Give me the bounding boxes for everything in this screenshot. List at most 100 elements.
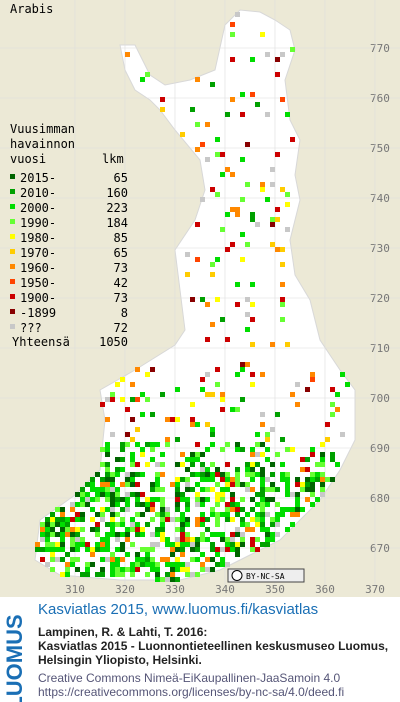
- occurrence-square: [310, 372, 315, 377]
- occurrence-square: [120, 517, 125, 522]
- occurrence-square: [240, 397, 245, 402]
- occurrence-square: [100, 567, 105, 572]
- occurrence-square: [155, 567, 160, 572]
- occurrence-square: [125, 477, 130, 482]
- occurrence-square: [180, 552, 185, 557]
- occurrence-square: [240, 522, 245, 527]
- occurrence-square: [110, 552, 115, 557]
- headline: Kasviatlas 2015, www.luomus.fi/kasviatla…: [38, 601, 318, 618]
- occurrence-square: [125, 482, 130, 487]
- legend-count: 184: [106, 216, 128, 230]
- occurrence-square: [70, 517, 75, 522]
- occurrence-square: [175, 562, 180, 567]
- occurrence-square: [50, 522, 55, 527]
- occurrence-square: [240, 197, 245, 202]
- occurrence-square: [255, 452, 260, 457]
- citation: Kasviatlas 2015 - Luonnontieteellinen ke…: [38, 639, 388, 653]
- occurrence-square: [320, 492, 325, 497]
- occurrence-square: [135, 527, 140, 532]
- legend-swatch: [10, 189, 15, 194]
- occurrence-square: [330, 452, 335, 457]
- occurrence-square: [280, 317, 285, 322]
- occurrence-square: [220, 397, 225, 402]
- occurrence-square: [205, 467, 210, 472]
- occurrence-square: [230, 32, 235, 37]
- occurrence-square: [130, 482, 135, 487]
- occurrence-square: [155, 482, 160, 487]
- occurrence-square: [55, 517, 60, 522]
- occurrence-square: [105, 442, 110, 447]
- occurrence-square: [185, 467, 190, 472]
- occurrence-square: [80, 572, 85, 577]
- occurrence-square: [220, 497, 225, 502]
- occurrence-square: [210, 487, 215, 492]
- occurrence-square: [190, 572, 195, 577]
- occurrence-square: [200, 387, 205, 392]
- occurrence-square: [320, 472, 325, 477]
- occurrence-square: [255, 517, 260, 522]
- occurrence-square: [50, 567, 55, 572]
- occurrence-square: [235, 282, 240, 287]
- occurrence-square: [190, 107, 195, 112]
- occurrence-square: [285, 112, 290, 117]
- occurrence-square: [235, 477, 240, 482]
- occurrence-square: [140, 412, 145, 417]
- occurrence-square: [120, 567, 125, 572]
- occurrence-square: [260, 517, 265, 522]
- occurrence-square: [120, 482, 125, 487]
- occurrence-square: [250, 92, 255, 97]
- legend-label: ???: [20, 321, 42, 335]
- occurrence-square: [65, 552, 70, 557]
- occurrence-square: [215, 492, 220, 497]
- occurrence-square: [230, 207, 235, 212]
- occurrence-square: [50, 547, 55, 552]
- occurrence-square: [270, 182, 275, 187]
- occurrence-square: [235, 407, 240, 412]
- occurrence-square: [185, 497, 190, 502]
- occurrence-square: [190, 462, 195, 467]
- occurrence-square: [50, 517, 55, 522]
- occurrence-square: [105, 397, 110, 402]
- occurrence-square: [110, 497, 115, 502]
- occurrence-square: [300, 487, 305, 492]
- occurrence-square: [55, 542, 60, 547]
- occurrence-square: [100, 542, 105, 547]
- occurrence-square: [210, 427, 215, 432]
- occurrence-square: [85, 482, 90, 487]
- occurrence-square: [145, 557, 150, 562]
- occurrence-square: [135, 552, 140, 557]
- occurrence-square: [230, 97, 235, 102]
- occurrence-square: [195, 547, 200, 552]
- occurrence-square: [105, 557, 110, 562]
- occurrence-square: [255, 462, 260, 467]
- occurrence-square: [140, 527, 145, 532]
- occurrence-square: [185, 567, 190, 572]
- occurrence-square: [160, 557, 165, 562]
- occurrence-square: [270, 517, 275, 522]
- occurrence-square: [310, 502, 315, 507]
- occurrence-square: [100, 402, 105, 407]
- occurrence-square: [260, 187, 265, 192]
- occurrence-square: [150, 562, 155, 567]
- occurrence-square: [285, 487, 290, 492]
- occurrence-square: [210, 507, 215, 512]
- occurrence-square: [100, 487, 105, 492]
- occurrence-square: [170, 542, 175, 547]
- occurrence-square: [340, 372, 345, 377]
- occurrence-square: [195, 147, 200, 152]
- occurrence-square: [135, 532, 140, 537]
- occurrence-square: [125, 442, 130, 447]
- occurrence-square: [255, 492, 260, 497]
- occurrence-square: [100, 512, 105, 517]
- occurrence-square: [115, 497, 120, 502]
- occurrence-square: [125, 497, 130, 502]
- occurrence-square: [100, 547, 105, 552]
- occurrence-square: [250, 497, 255, 502]
- occurrence-square: [265, 532, 270, 537]
- occurrence-square: [180, 452, 185, 457]
- occurrence-square: [195, 422, 200, 427]
- grid-label: 310: [65, 583, 85, 596]
- occurrence-square: [115, 502, 120, 507]
- occurrence-square: [160, 392, 165, 397]
- occurrence-square: [255, 537, 260, 542]
